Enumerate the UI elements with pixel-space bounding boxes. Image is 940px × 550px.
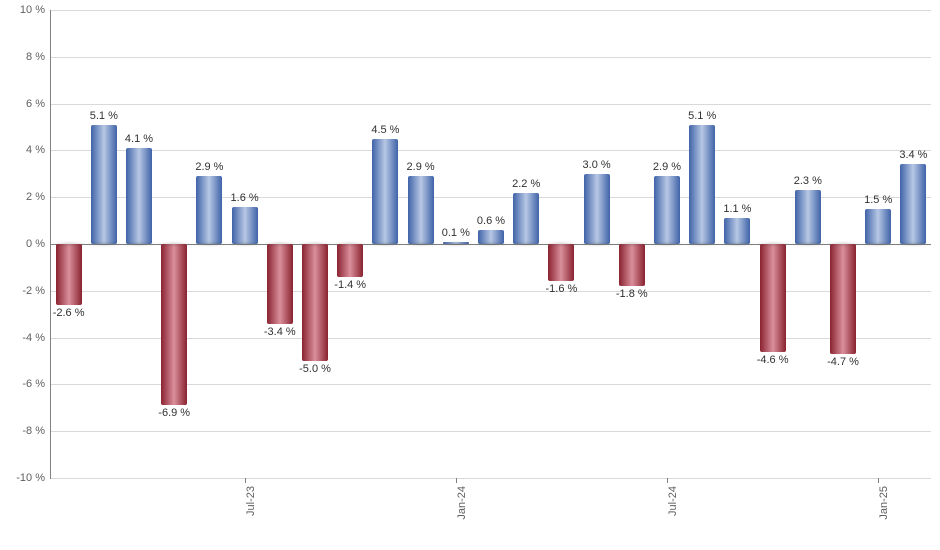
bar: [689, 125, 715, 244]
bar: [795, 190, 821, 244]
y-axis-tick-label: -8 %: [22, 425, 51, 437]
bar-value-label: -6.9 %: [158, 407, 190, 419]
y-axis-tick-label: 6 %: [26, 98, 51, 110]
gridline: [51, 150, 931, 151]
bar-value-label: 3.4 %: [899, 149, 927, 161]
x-axis-tick-mark: [667, 478, 668, 483]
bar: [865, 209, 891, 244]
y-axis-tick-label: 2 %: [26, 191, 51, 203]
bar-value-label: 2.9 %: [407, 161, 435, 173]
x-axis-tick-mark: [456, 478, 457, 483]
x-axis-tick-mark: [245, 478, 246, 483]
bar-value-label: 5.1 %: [90, 110, 118, 122]
bar: [830, 244, 856, 354]
bar-value-label: -1.6 %: [545, 283, 577, 295]
bar: [654, 176, 680, 244]
bar: [760, 244, 786, 352]
bar-value-label: 2.9 %: [195, 161, 223, 173]
gridline: [51, 10, 931, 11]
y-axis-tick-label: 8 %: [26, 51, 51, 63]
bar: [267, 244, 293, 324]
bar: [513, 193, 539, 244]
y-axis-tick-label: -4 %: [22, 332, 51, 344]
bar: [619, 244, 645, 286]
bar: [126, 148, 152, 244]
bar: [232, 207, 258, 244]
y-axis-tick-label: 4 %: [26, 144, 51, 156]
bar-value-label: -4.6 %: [757, 354, 789, 366]
bar: [408, 176, 434, 244]
bar: [196, 176, 222, 244]
bar-value-label: 3.0 %: [583, 159, 611, 171]
bar: [337, 244, 363, 277]
percent-bar-chart: -10 % -8 % -6 % -4 % -2 % 0 % 2 % 4 % 6 % 8 % 10 %…: [0, 0, 940, 550]
bar-value-label: 2.3 %: [794, 175, 822, 187]
bar-value-label: 1.1 %: [723, 203, 751, 215]
bar-value-label: -1.4 %: [334, 279, 366, 291]
bar-value-label: 4.5 %: [371, 124, 399, 136]
bar-value-label: 1.6 %: [231, 192, 259, 204]
y-axis-tick-label: -2 %: [22, 285, 51, 297]
gridline: [51, 478, 931, 479]
x-axis-tick-label: Jan-25: [878, 486, 890, 520]
bar: [91, 125, 117, 244]
bar-value-label: 1.5 %: [864, 194, 892, 206]
x-axis-tick-label: Jul-23: [245, 486, 257, 516]
bar-value-label: 0.6 %: [477, 215, 505, 227]
bar-value-label: -4.7 %: [827, 356, 859, 368]
plot-area: -10 %-8 %-6 %-4 %-2 %0 %2 %4 %6 %8 %10 %…: [50, 10, 931, 479]
bar: [900, 164, 926, 244]
bar: [548, 244, 574, 281]
y-axis-tick-label: 0 %: [26, 238, 51, 250]
bar: [56, 244, 82, 305]
gridline: [51, 104, 931, 105]
bar-value-label: 2.9 %: [653, 161, 681, 173]
bar-value-label: 5.1 %: [688, 110, 716, 122]
bar: [161, 244, 187, 405]
bar: [443, 242, 469, 244]
y-axis-tick-label: 10 %: [20, 4, 51, 16]
bar-value-label: -1.8 %: [616, 288, 648, 300]
gridline: [51, 431, 931, 432]
gridline: [51, 57, 931, 58]
bar-value-label: -5.0 %: [299, 363, 331, 375]
bar: [302, 244, 328, 361]
bar: [478, 230, 504, 244]
bar-value-label: -2.6 %: [53, 307, 85, 319]
bar-value-label: 4.1 %: [125, 133, 153, 145]
x-axis-tick-label: Jul-24: [667, 486, 679, 516]
bar-value-label: 2.2 %: [512, 178, 540, 190]
y-axis-tick-label: -6 %: [22, 378, 51, 390]
bar: [584, 174, 610, 244]
bar-value-label: -3.4 %: [264, 326, 296, 338]
bar: [372, 139, 398, 244]
y-axis-tick-label: -10 %: [16, 472, 51, 484]
bar-value-label: 0.1 %: [442, 227, 470, 239]
bar: [724, 218, 750, 244]
x-axis-tick-mark: [878, 478, 879, 483]
x-axis-tick-label: Jan-24: [456, 486, 468, 520]
